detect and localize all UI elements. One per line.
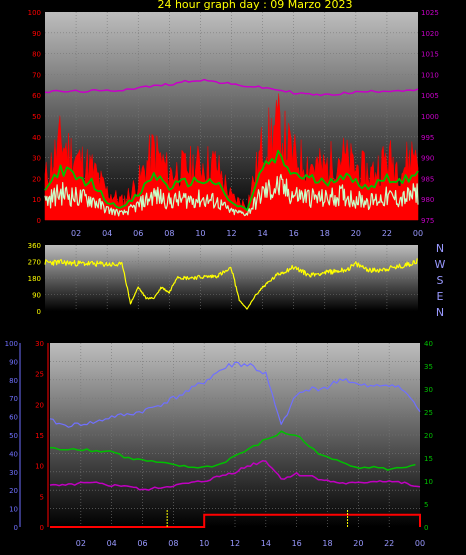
temp-tick-label: 30	[424, 386, 433, 394]
compass-label: N	[436, 242, 444, 255]
x-tick-label: 18	[322, 539, 332, 548]
left-tick-label: 40	[32, 134, 41, 142]
right-tick-label: 1000	[421, 113, 439, 121]
humidity-tick-label: 70	[9, 395, 18, 403]
left-tick-label: 60	[32, 92, 41, 100]
direction-tick-label: 270	[28, 259, 41, 267]
rain-tick-label: 0	[40, 524, 44, 532]
temp-tick-label: 10	[424, 478, 433, 486]
rain-tick-label: 5	[40, 493, 44, 501]
x-tick-label: 22	[384, 539, 394, 548]
compass-label: E	[437, 290, 444, 303]
gust-series	[44, 93, 419, 221]
x-tick-label: 22	[382, 229, 392, 238]
x-tick-label: 00	[413, 229, 423, 238]
x-tick-label: 02	[76, 539, 86, 548]
x-tick-label: 14	[257, 229, 267, 238]
direction-tick-label: 90	[32, 292, 41, 300]
compass-label: S	[437, 274, 444, 287]
rain-tick-label: 30	[35, 340, 44, 348]
x-tick-label: 10	[195, 229, 205, 238]
direction-tick-label: 0	[37, 308, 41, 316]
temp-tick-label: 0	[424, 524, 428, 532]
x-tick-label: 20	[351, 229, 361, 238]
compass-label: W	[435, 258, 446, 271]
left-tick-label: 100	[28, 9, 41, 17]
x-tick-label: 20	[353, 539, 363, 548]
humidity-tick-label: 60	[9, 414, 18, 422]
humidity-series	[49, 361, 421, 428]
rain-tick-label: 10	[35, 463, 44, 471]
right-tick-label: 995	[421, 134, 434, 142]
speed-series	[44, 173, 419, 217]
x-tick-label: 02	[71, 229, 81, 238]
right-tick-label: 1005	[421, 92, 439, 100]
direction-tick-label: 180	[28, 275, 41, 283]
left-tick-label: 30	[32, 155, 41, 163]
humidity-tick-label: 80	[9, 377, 18, 385]
humidity-tick-label: 40	[9, 450, 18, 458]
humidity-tick-label: 50	[9, 432, 18, 440]
humidity-tick-label: 90	[9, 358, 18, 366]
left-tick-label: 0	[37, 217, 41, 225]
direction-series	[44, 258, 418, 310]
x-tick-label: 12	[230, 539, 240, 548]
temp-tick-label: 5	[424, 501, 428, 509]
right-tick-label: 1010	[421, 71, 439, 79]
x-tick-label: 06	[133, 229, 143, 238]
right-tick-label: 1020	[421, 30, 439, 38]
x-tick-label: 18	[320, 229, 330, 238]
temp-tick-label: 25	[424, 409, 433, 417]
humidity-tick-label: 10	[9, 506, 18, 514]
humidity-tick-label: 0	[14, 524, 18, 532]
right-tick-label: 1015	[421, 51, 439, 59]
x-tick-label: 16	[289, 229, 299, 238]
rain-tick-label: 20	[35, 401, 44, 409]
x-tick-label: 04	[102, 229, 112, 238]
x-tick-label: 06	[137, 539, 147, 548]
x-tick-label: 00	[415, 539, 425, 548]
x-tick-label: 04	[107, 539, 117, 548]
humidity-tick-label: 100	[5, 340, 18, 348]
left-tick-label: 10	[32, 196, 41, 204]
left-tick-label: 80	[32, 51, 41, 59]
x-tick-label: 12	[226, 229, 236, 238]
right-tick-label: 1025	[421, 9, 439, 17]
rain-series	[50, 513, 421, 528]
x-tick-label: 08	[164, 229, 174, 238]
right-tick-label: 990	[421, 155, 434, 163]
direction-tick-label: 360	[28, 242, 41, 250]
x-tick-label: 14	[261, 539, 271, 548]
right-tick-label: 985	[421, 175, 434, 183]
humidity-tick-label: 20	[9, 487, 18, 495]
rain-tick-label: 15	[35, 432, 44, 440]
dew-series	[49, 460, 421, 491]
x-tick-label: 10	[199, 539, 209, 548]
compass-label: N	[436, 306, 444, 319]
temp-tick-label: 35	[424, 363, 433, 371]
left-tick-label: 50	[32, 113, 41, 121]
left-tick-label: 90	[32, 30, 41, 38]
avg-series	[44, 149, 419, 212]
temp-tick-label: 40	[424, 340, 433, 348]
rain-tick-label: 25	[35, 371, 44, 379]
pressure-series	[44, 78, 419, 97]
temp-tick-label: 20	[424, 432, 433, 440]
right-tick-label: 980	[421, 196, 434, 204]
chart-title: 24 hour graph day : 09 Marzo 2023	[157, 0, 353, 11]
right-tick-label: 975	[421, 217, 434, 225]
x-tick-label: 08	[168, 539, 178, 548]
temp-series	[49, 430, 416, 471]
left-tick-label: 20	[32, 175, 41, 183]
humidity-tick-label: 30	[9, 469, 18, 477]
temp-tick-label: 15	[424, 455, 433, 463]
left-tick-label: 70	[32, 71, 41, 79]
x-tick-label: 16	[292, 539, 302, 548]
